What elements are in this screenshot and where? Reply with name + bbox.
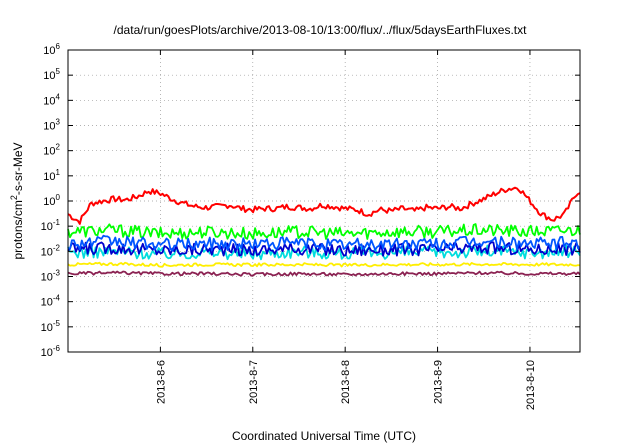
- series-line: [67, 186, 581, 225]
- series-line: [67, 223, 581, 240]
- y-tick-label: 106: [43, 42, 60, 57]
- y-tick-label: 10-5: [41, 319, 61, 334]
- x-axis: 2013-8-6 2013-8-7 2013-8-8 2013-8-9 2013-8-1…: [155, 50, 537, 410]
- y-tick-label: 100: [43, 193, 60, 208]
- y-tick-label: 103: [43, 118, 60, 133]
- y-tick-label: 10-3: [41, 269, 61, 284]
- y-axis-label: protons/cm2-s-sr-MeV: [9, 142, 25, 259]
- grid: [68, 50, 580, 352]
- series-line: [67, 261, 581, 268]
- series-group: [67, 186, 581, 277]
- y-tick-label: 102: [43, 143, 60, 158]
- series-line: [67, 234, 581, 252]
- y-tick-label: 104: [43, 92, 60, 107]
- x-tick-label: 2013-8-8: [340, 360, 352, 404]
- series-line: [67, 270, 581, 277]
- y-tick-label: 10-1: [41, 218, 61, 233]
- x-tick-label: 2013-8-6: [155, 360, 167, 404]
- x-tick-label: 2013-8-7: [248, 360, 260, 404]
- x-axis-label: Coordinated Universal Time (UTC): [232, 429, 416, 443]
- x-tick-label: 2013-8-9: [433, 360, 445, 404]
- y-tick-label: 101: [43, 168, 60, 183]
- y-axis: 10-6 10-5 10-4 10-3 10-2 10-1 100 101 102 103 104 1…: [41, 42, 580, 359]
- y-tick-label: 10-2: [41, 243, 61, 258]
- chart-title: /data/run/goesPlots/archive/2013-08-10/1…: [114, 23, 528, 37]
- y-tick-label: 10-4: [41, 294, 61, 309]
- y-tick-label: 10-6: [41, 344, 61, 359]
- y-tick-label: 105: [43, 67, 60, 82]
- x-tick-label: 2013-8-10: [525, 360, 537, 410]
